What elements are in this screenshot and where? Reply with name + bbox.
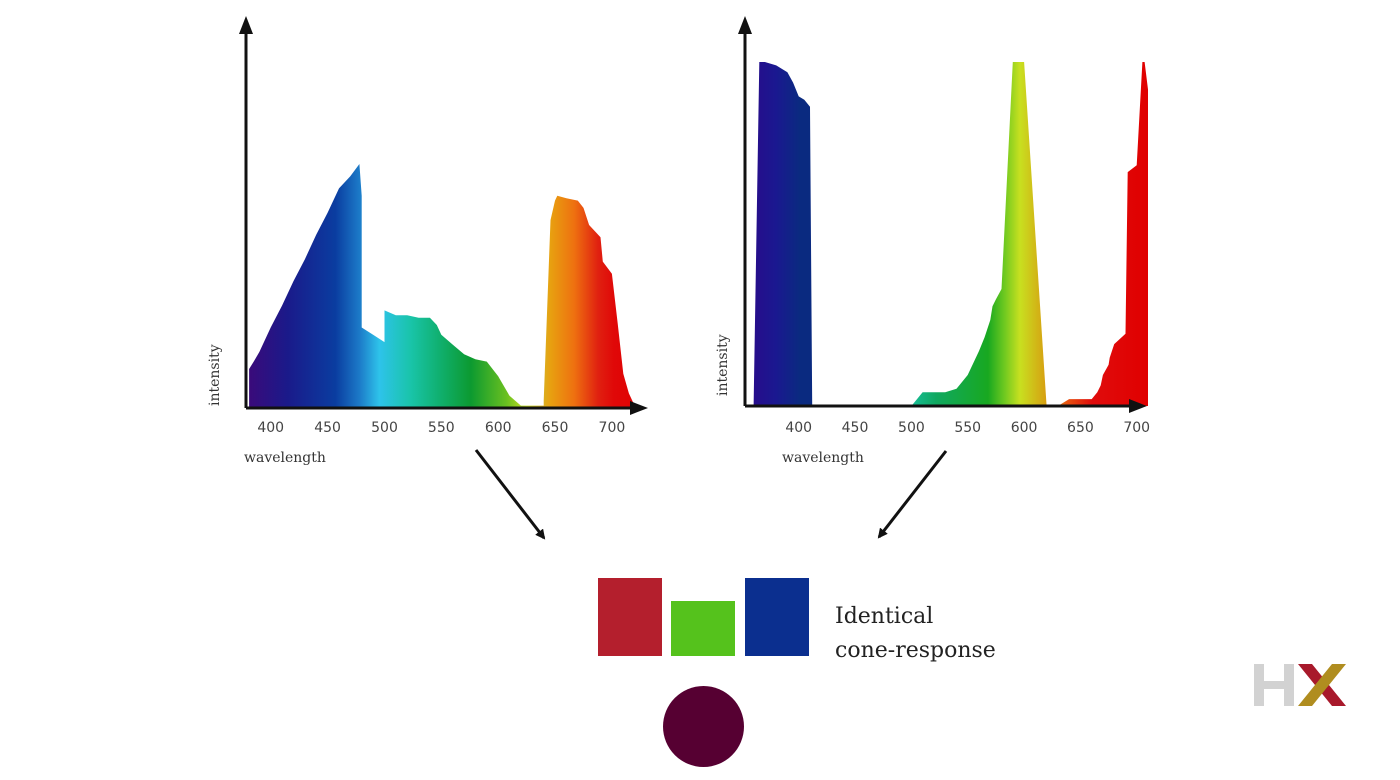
x-tick-label: 600 (485, 420, 512, 436)
x-tick-label: 700 (1123, 420, 1150, 436)
x-tick-label: 500 (898, 420, 925, 436)
hx-logo-h (1254, 664, 1294, 706)
x-tick-labels-2: 400 450 500 550 600 650 700 (785, 420, 1150, 436)
y-axis-label-1: intensity (207, 344, 223, 406)
x-axis-arrow-1 (630, 401, 648, 415)
x-tick-label: 500 (371, 420, 398, 436)
x-tick-label: 600 (1011, 420, 1038, 436)
blue-cone-swatch (745, 578, 809, 656)
x-axis-label-1: wavelength (244, 450, 326, 466)
x-tick-label: 400 (257, 420, 284, 436)
red-cone-swatch (598, 578, 662, 656)
x-tick-label: 400 (785, 420, 812, 436)
arrow-left (474, 449, 546, 540)
x-axis-label-2: wavelength (782, 450, 864, 466)
green-cone-swatch (671, 601, 735, 656)
spectrum-chart-2: 400 450 500 550 600 650 700 wavelength intensi… (715, 16, 1150, 466)
x-tick-label: 550 (954, 420, 981, 436)
x-tick-label: 550 (428, 420, 455, 436)
x-tick-labels-1: 400 450 500 550 600 650 700 (257, 420, 625, 436)
caption-line-2: cone-response (835, 638, 996, 663)
perceived-color-circle (663, 686, 744, 767)
y-axis-label-2: intensity (715, 334, 731, 396)
y-axis-arrow-1 (239, 16, 253, 34)
spectrum-chart-1: 400 450 500 550 600 650 700 wavelength intensi… (207, 16, 648, 466)
caption: Identical cone-response (835, 600, 996, 668)
spectrum-area-1 (249, 164, 646, 408)
hx-logo: HX (1254, 664, 1346, 706)
arrow-right (877, 450, 948, 539)
x-tick-label: 450 (314, 420, 341, 436)
x-axis-arrow-2 (1129, 399, 1147, 413)
caption-line-1: Identical (835, 604, 934, 629)
x-tick-label: 700 (599, 420, 626, 436)
x-tick-label: 650 (1067, 420, 1094, 436)
spectrum-area-2 (753, 62, 1148, 406)
x-tick-label: 650 (542, 420, 569, 436)
x-tick-label: 450 (842, 420, 869, 436)
hx-logo-x-right (1298, 664, 1346, 706)
y-axis-arrow-2 (738, 16, 752, 34)
